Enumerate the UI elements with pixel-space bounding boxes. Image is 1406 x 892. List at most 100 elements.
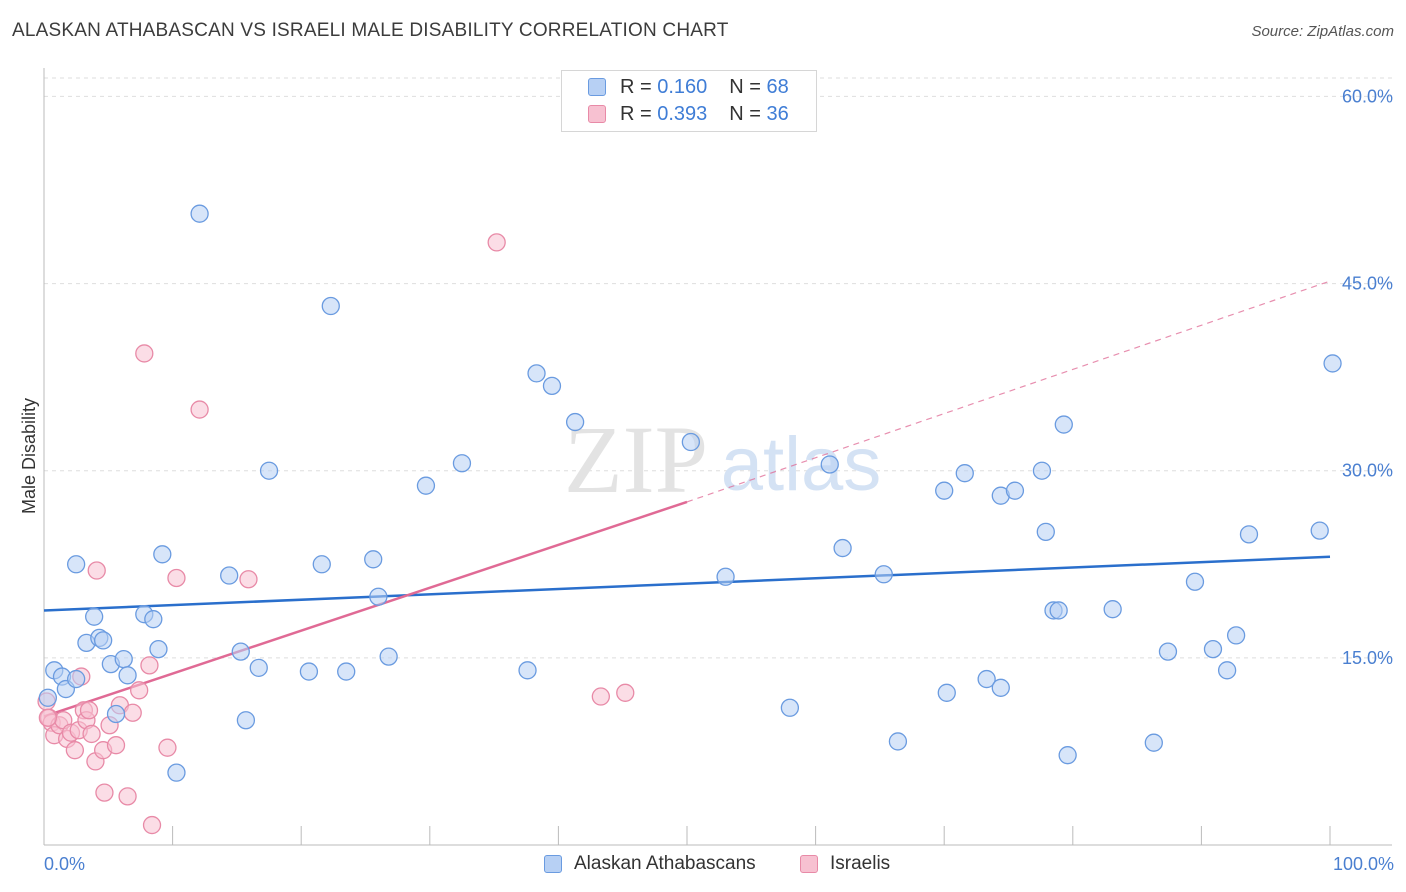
alaskan-point-17	[153, 545, 172, 564]
alaskan-point-58	[1103, 600, 1122, 619]
alaskan-point-35	[527, 364, 546, 383]
alaskan-point-51	[1005, 481, 1025, 500]
israelis-point-34	[616, 683, 635, 702]
alaskan-point-62	[1203, 639, 1223, 659]
alaskan-point-29	[364, 550, 383, 569]
israelis-point-13	[79, 701, 99, 720]
y-tick-labels: 15.0% 30.0% 45.0% 60.0%	[1342, 86, 1393, 667]
israelis-point-28	[158, 738, 177, 757]
x-tick-label-max: 100.0%	[1333, 854, 1394, 874]
legend-swatch-pink	[588, 105, 606, 123]
y-tick-label-30: 30.0%	[1342, 461, 1393, 481]
israelis-point-26	[140, 656, 159, 675]
alaskan-point-30	[369, 587, 388, 606]
alaskan-point-21	[231, 642, 250, 661]
alaskan-point-45	[935, 481, 954, 500]
israelis-point-18	[95, 783, 114, 802]
alaskan-point-63	[1217, 661, 1237, 680]
alaskan-point-59	[1144, 733, 1163, 752]
alaskan-point-5	[67, 669, 86, 689]
alaskan-point-22	[236, 711, 256, 730]
alaskan-point-15	[144, 610, 163, 629]
alaskan-point-60	[1158, 642, 1178, 661]
alaskan-point-56	[1054, 415, 1073, 434]
alaskan-point-48	[977, 669, 996, 689]
legend-r-value-alaskan: 0.160	[657, 75, 708, 98]
bottom-legend-israelis: Israelis	[800, 852, 890, 876]
legend-r-label: R =	[620, 102, 652, 125]
alaskan-point-31	[379, 647, 398, 666]
israelis-point-16	[87, 561, 106, 580]
alaskan-point-43	[874, 565, 893, 584]
alaskan-point-42	[833, 538, 852, 558]
x-ticks	[172, 826, 1331, 845]
alaskan-point-26	[312, 555, 331, 574]
israelis-point-8	[65, 741, 85, 760]
trend-line-israelis	[43, 500, 688, 718]
alaskan-point-36	[542, 376, 562, 396]
alaskan-point-38	[681, 432, 701, 452]
israelis-point-20	[106, 736, 126, 755]
legend-n-label: N =	[729, 75, 761, 98]
israelis-point-14	[82, 724, 101, 744]
legend-row-alaskan: R = 0.160 N = 68	[588, 75, 789, 99]
israelis-point-25	[135, 344, 154, 363]
alaskan-point-41	[820, 455, 839, 474]
alaskan-point-53	[1036, 522, 1055, 541]
israelis-point-35	[38, 708, 58, 727]
alaskan-point-40	[780, 698, 800, 717]
alaskan-point-65	[1239, 525, 1259, 544]
legend-r-label: R =	[620, 75, 652, 98]
israelis-point-23	[123, 703, 142, 722]
alaskan-point-32	[416, 476, 436, 495]
legend-r-value-israelis: 0.393	[657, 102, 708, 125]
trend-lines	[43, 280, 1331, 718]
alaskan-point-28	[337, 662, 356, 681]
israelis-points	[37, 233, 635, 835]
alaskan-point-47	[955, 464, 974, 483]
alaskan-point-39	[716, 567, 735, 586]
y-tick-label-60: 60.0%	[1342, 86, 1393, 106]
alaskan-point-20	[220, 566, 239, 585]
alaskan-point-57	[1058, 746, 1077, 765]
israelis-point-30	[190, 400, 209, 419]
alaskan-point-67	[1323, 354, 1342, 373]
bottom-legend-swatch-blue	[544, 855, 562, 873]
alaskan-point-7	[85, 607, 104, 626]
alaskan-point-61	[1185, 572, 1205, 591]
bottom-legend-label-alaskan: Alaskan Athabascans	[574, 853, 756, 874]
alaskan-point-33	[452, 454, 472, 473]
alaskan-point-34	[518, 661, 537, 680]
alaskan-point-64	[1226, 626, 1246, 645]
alaskan-point-46	[937, 683, 956, 702]
bottom-legend-swatch-pink	[800, 855, 818, 873]
watermark-zip: ZIP	[564, 406, 708, 513]
legend-n-label: N =	[729, 102, 761, 125]
alaskan-point-52	[1032, 461, 1052, 480]
y-axis-label: Male Disability	[19, 398, 39, 514]
y-tick-label-15: 15.0%	[1342, 648, 1393, 668]
alaskan-point-12	[114, 649, 133, 669]
alaskan-point-27	[321, 296, 340, 316]
legend-n-value-israelis: 36	[766, 102, 789, 125]
israelis-point-27	[142, 815, 162, 835]
bottom-legend-label-israelis: Israelis	[830, 853, 891, 874]
israelis-point-22	[118, 787, 137, 806]
watermark-atlas: atlas	[721, 422, 882, 507]
alaskan-point-19	[190, 204, 209, 223]
alaskan-point-18	[167, 763, 186, 782]
trend-line-israelis-extension	[686, 280, 1331, 503]
alaskan-point-37	[565, 412, 585, 432]
correlation-legend: R = 0.160 N = 68 R = 0.393 N = 36	[561, 70, 817, 132]
bottom-legend-alaskan: Alaskan Athabascans	[544, 852, 756, 876]
trend-line-alaskan	[43, 555, 1331, 612]
israelis-point-24	[130, 681, 149, 700]
alaskan-point-49	[991, 678, 1010, 697]
alaskan-athabascans-points	[38, 204, 1342, 782]
alaskan-point-9	[94, 631, 113, 650]
alaskan-point-16	[149, 639, 168, 659]
zipatlas-watermark: ZIP atlas	[564, 406, 881, 513]
israelis-point-29	[167, 568, 186, 588]
y-tick-label-45: 45.0%	[1342, 274, 1393, 294]
